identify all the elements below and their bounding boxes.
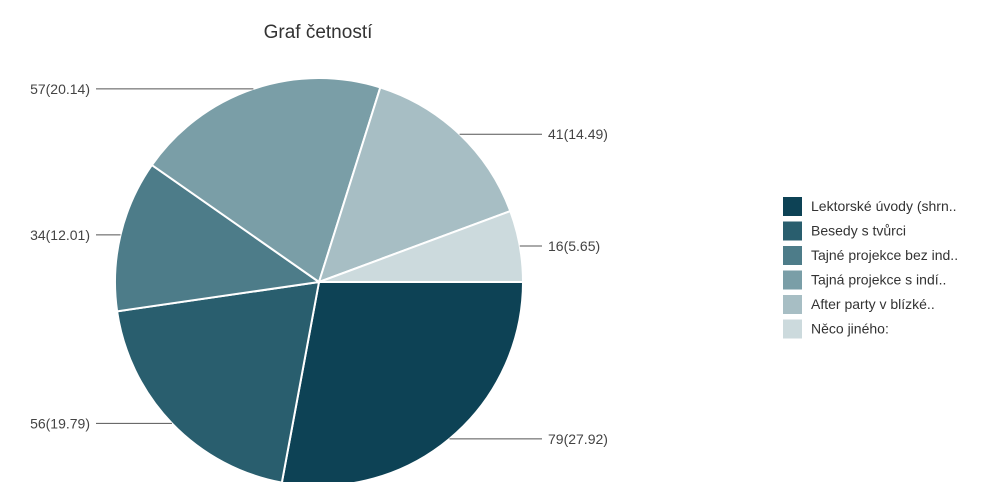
data-labels: 79(27.92) 56(19.79) 34(12.01) 57(20.14) 41(1… (30, 81, 608, 447)
legend-label-5: After party v blízké.. (811, 296, 935, 312)
legend-swatch-2 (783, 221, 802, 241)
data-label-6: 16(5.65) (548, 238, 600, 254)
legend-label-2: Besedy s tvůrci (811, 223, 906, 239)
legend-swatch-3 (783, 246, 802, 265)
leader-lines (96, 88, 542, 440)
pie-slice-5 (317, 86, 512, 284)
legend: Lektorské úvody (shrn.. Besedy s tvůrci Ta… (783, 197, 958, 339)
legend-label-1: Lektorské úvody (shrn.. (811, 198, 957, 214)
pie-slices (114, 77, 525, 482)
data-label-2: 56(19.79) (30, 415, 90, 431)
pie-slice-1 (280, 281, 525, 482)
data-label-3: 34(12.01) (30, 227, 90, 243)
legend-swatch-5 (783, 295, 802, 314)
pie-slice-3 (114, 163, 322, 313)
data-label-1: 79(27.92) (548, 431, 608, 447)
chart-title: Graf četností (264, 22, 373, 43)
legend-swatch-4 (783, 270, 802, 290)
legend-label-4: Tajná projekce s indí.. (811, 272, 946, 288)
pie-slice-4 (150, 77, 382, 284)
legend-label-6: Něco jiného: (811, 321, 889, 337)
pie-slice-6 (318, 209, 525, 283)
data-label-5: 41(14.49) (548, 126, 608, 142)
data-label-4: 57(20.14) (30, 81, 90, 97)
legend-label-3: Tajné projekce bez ind.. (811, 247, 958, 263)
legend-swatch-6 (783, 319, 802, 339)
legend-swatch-1 (783, 197, 802, 216)
